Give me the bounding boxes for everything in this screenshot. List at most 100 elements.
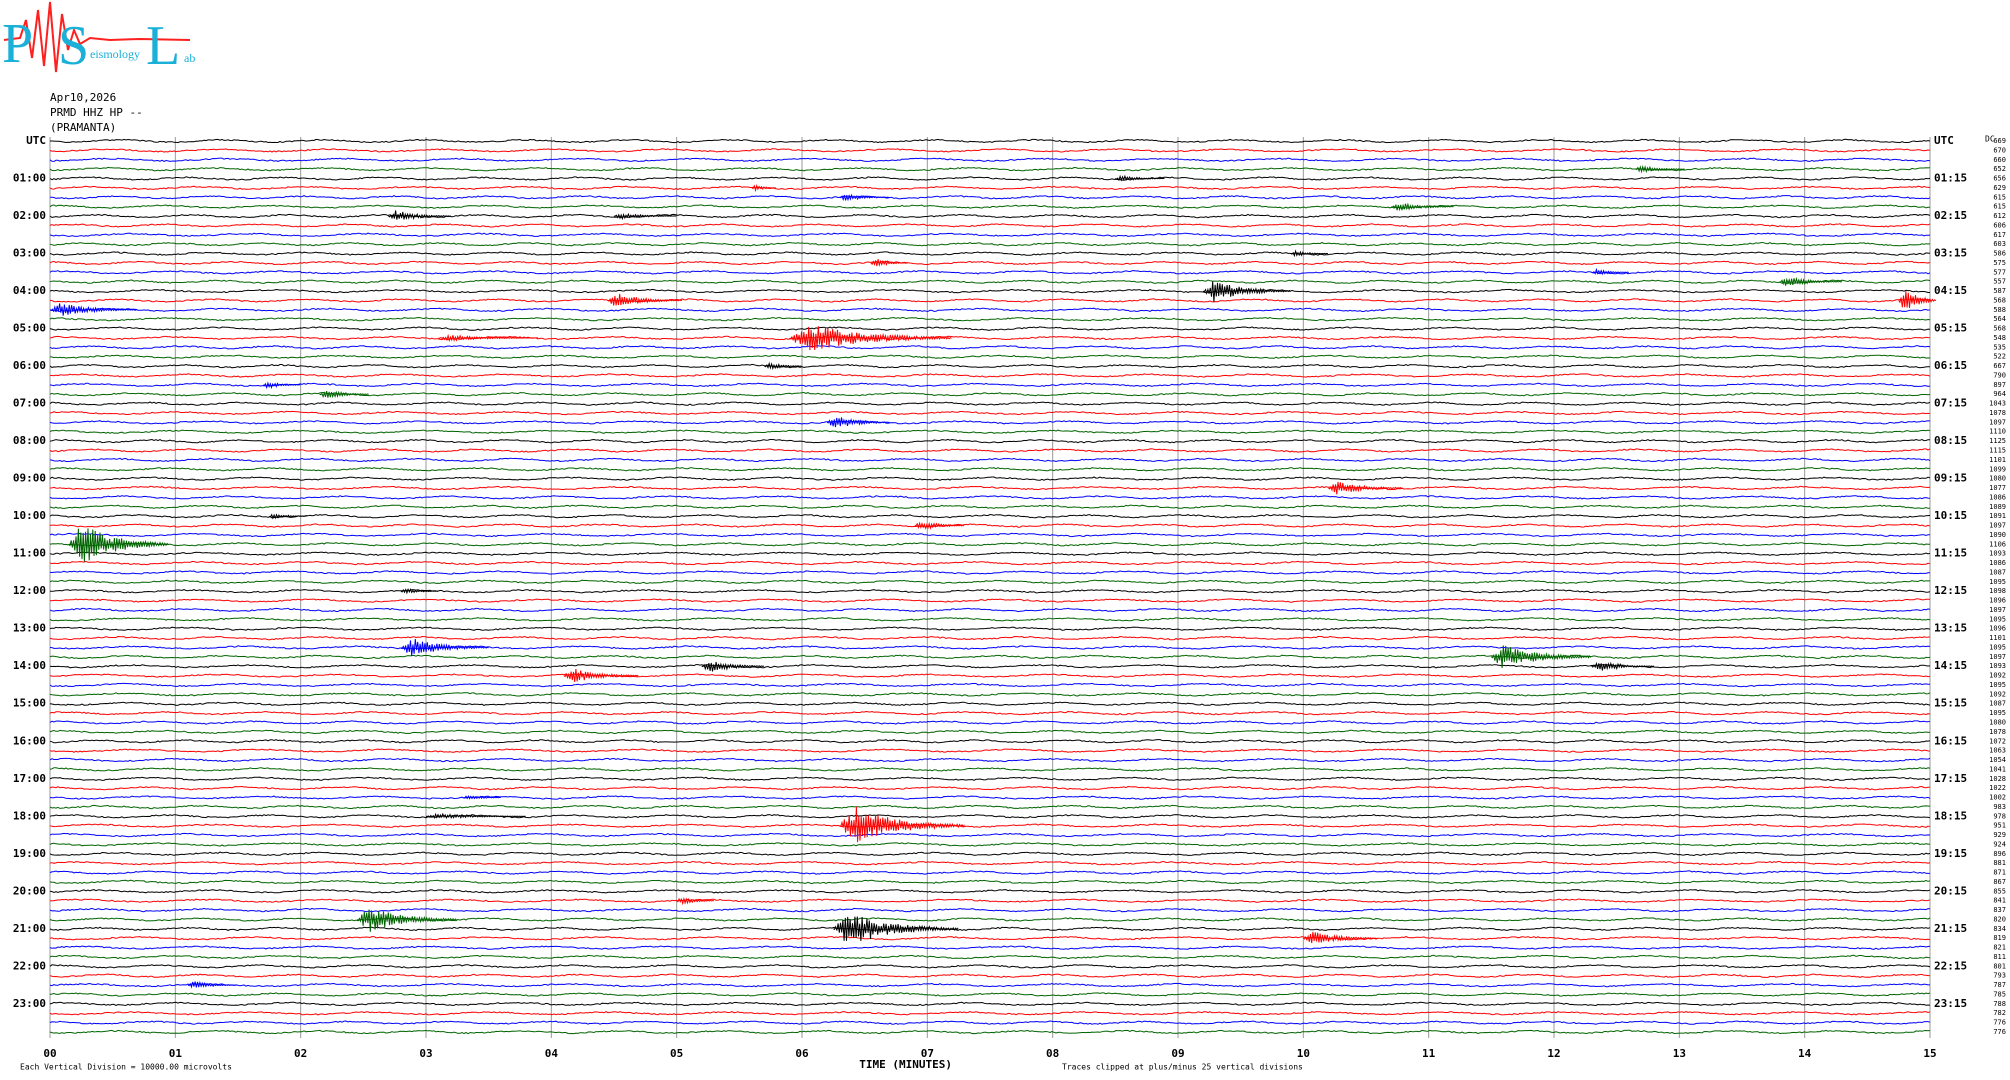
seismic-event <box>400 587 439 595</box>
left-time-label: 17:00 <box>13 772 46 785</box>
seismic-event <box>1898 291 1937 308</box>
dc-offset: 776 <box>1993 1028 2006 1036</box>
trace <box>49 879 1931 885</box>
trace <box>49 785 1931 791</box>
right-time-label: 09:15 <box>1934 472 1967 485</box>
trace <box>49 598 1931 603</box>
right-time-label: 21:15 <box>1934 922 1967 935</box>
seismic-event <box>1290 249 1329 258</box>
dc-offset: 1054 <box>1989 756 2006 764</box>
trace <box>49 307 1931 313</box>
left-time-label: 06:00 <box>13 359 46 372</box>
trace <box>49 363 1930 369</box>
seismic-event <box>1635 164 1685 174</box>
right-time-label: 06:15 <box>1934 359 1967 372</box>
dc-offset: 1095 <box>1989 709 2006 717</box>
dc-offset: 617 <box>1993 231 2006 239</box>
trace <box>49 148 1931 153</box>
trace <box>49 589 1931 594</box>
left-time-label: 03:00 <box>13 247 46 260</box>
trace <box>49 504 1931 510</box>
trace <box>49 185 1931 191</box>
seismic-event <box>425 812 526 820</box>
seismic-event <box>607 293 683 306</box>
dc-offset: 1063 <box>1989 747 2006 755</box>
trace <box>49 860 1931 866</box>
trace <box>49 663 1931 669</box>
trace <box>49 739 1931 744</box>
dc-offset: 1078 <box>1989 728 2006 736</box>
dc-offset: 615 <box>1993 203 2006 211</box>
dc-offset: 1089 <box>1989 503 2006 511</box>
dc-offset: 615 <box>1993 193 2006 201</box>
dc-offset: 1087 <box>1989 568 2006 576</box>
trace <box>49 748 1931 753</box>
logo-letter: S <box>58 15 89 77</box>
dc-offset: 1002 <box>1989 794 2006 802</box>
x-tick-label: 13 <box>1673 1047 1686 1060</box>
dc-offset: 629 <box>1993 184 2006 192</box>
trace <box>49 945 1931 950</box>
seismic-event <box>1303 931 1378 944</box>
seismic-event <box>1202 281 1291 302</box>
dc-offset: 790 <box>1993 371 2006 379</box>
right-time-label: 10:15 <box>1934 509 1967 522</box>
trace <box>49 401 1931 406</box>
trace <box>49 241 1931 247</box>
trace <box>49 195 1931 200</box>
x-axis-title: TIME (MINUTES) <box>859 1058 952 1071</box>
dc-offset: 1095 <box>1989 643 2006 651</box>
trace <box>49 560 1931 566</box>
dc-offset: 897 <box>1993 381 2006 389</box>
trace <box>49 316 1931 322</box>
dc-offset: 821 <box>1993 944 2006 952</box>
footer-clip: Traces clipped at plus/minus 25 vertical… <box>1062 1063 1303 1072</box>
trace <box>49 870 1930 875</box>
dc-offset: 1095 <box>1989 681 2006 689</box>
dc-offset: 855 <box>1993 887 2006 895</box>
dc-offset: 1043 <box>1989 400 2006 408</box>
left-time-label: 11:00 <box>13 547 46 560</box>
logo: P S eismology L ab <box>2 1 195 77</box>
dc-offset: 924 <box>1993 840 2006 848</box>
right-time-label: 23:15 <box>1934 997 1967 1010</box>
dc-offset: 568 <box>1993 296 2006 304</box>
dc-offset: 1028 <box>1989 775 2006 783</box>
dc-offset: 871 <box>1993 869 2006 877</box>
left-time-label: 09:00 <box>13 472 46 485</box>
trace <box>49 973 1930 978</box>
trace <box>49 710 1931 716</box>
dc-offset: 867 <box>1993 878 2006 886</box>
dc-offset: 1101 <box>1989 456 2006 464</box>
dc-offset: 1091 <box>1989 512 2006 520</box>
dc-offset: 896 <box>1993 850 2006 858</box>
trace <box>49 467 1931 472</box>
trace <box>49 251 1931 256</box>
seismic-event <box>676 896 715 906</box>
right-time-label: UTC <box>1934 134 1954 147</box>
seismic-event <box>1390 202 1454 212</box>
x-tick-label: 05 <box>670 1047 683 1060</box>
trace <box>49 917 1931 922</box>
seismic-event <box>1591 661 1655 671</box>
x-tick-label: 00 <box>43 1047 56 1060</box>
right-time-label: 20:15 <box>1934 884 1967 897</box>
dc-offset: 1077 <box>1989 484 2006 492</box>
dc-offset: 1095 <box>1989 578 2006 586</box>
dc-offset: 652 <box>1993 165 2006 173</box>
trace <box>49 523 1931 528</box>
seismic-event <box>1591 267 1629 276</box>
left-time-label: 22:00 <box>13 959 46 972</box>
dc-offset: 951 <box>1993 822 2006 830</box>
dc-offset: 1099 <box>1989 465 2006 473</box>
dc-offset: 776 <box>1993 1019 2006 1027</box>
trace <box>49 495 1931 500</box>
seismic-event <box>1491 645 1592 669</box>
dc-offset: 606 <box>1993 221 2006 229</box>
right-time-label: 19:15 <box>1934 847 1967 860</box>
dc-offset: 1101 <box>1989 634 2006 642</box>
dc-offset: 785 <box>1993 990 2006 998</box>
trace <box>49 673 1931 678</box>
trace <box>49 410 1931 416</box>
seismic-event <box>49 303 138 316</box>
